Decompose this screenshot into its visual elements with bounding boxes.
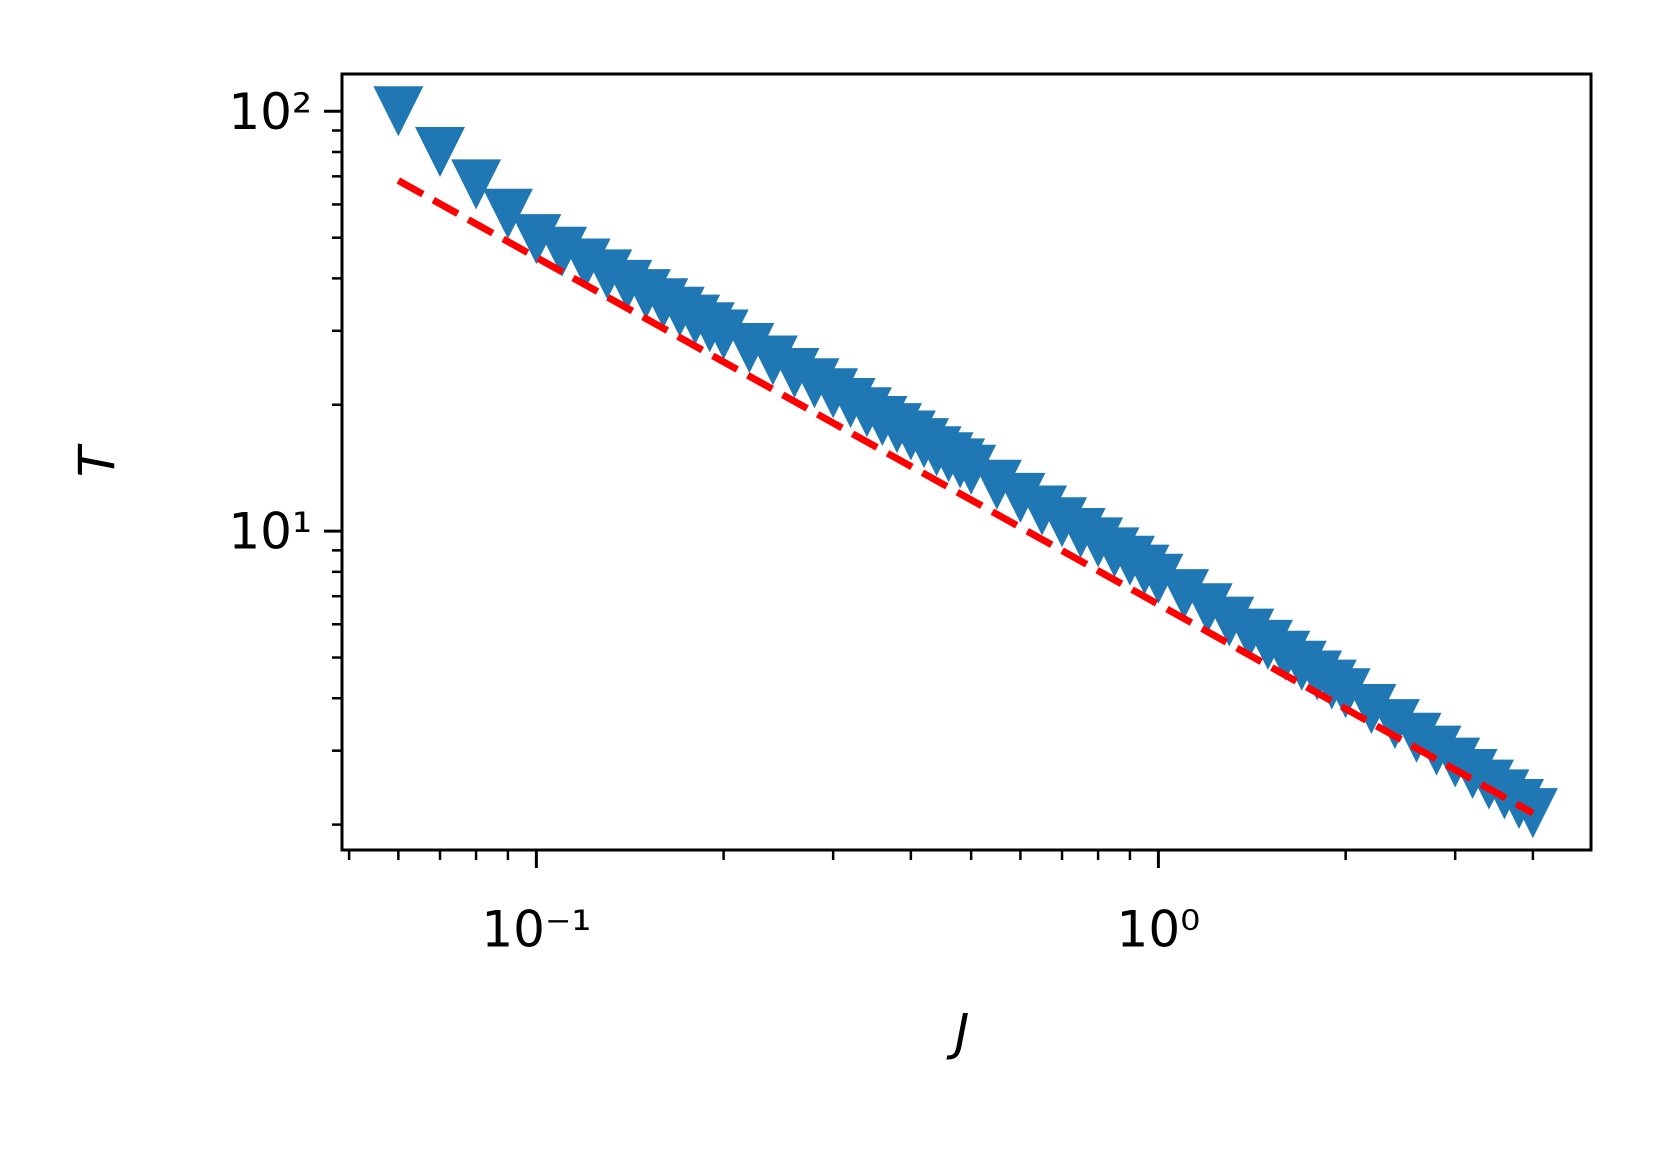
data-point — [1133, 553, 1184, 604]
data-point — [451, 159, 502, 210]
data-point — [698, 309, 749, 360]
data-point — [415, 126, 466, 177]
plot-area — [373, 86, 1558, 839]
data-point — [373, 86, 424, 137]
data-point — [1320, 668, 1371, 719]
data-point — [1346, 684, 1397, 735]
data-point — [1182, 583, 1233, 634]
plot-frame — [340, 72, 1593, 852]
data-point — [1159, 569, 1210, 620]
x-tick-label: 10⁻¹ — [481, 901, 591, 959]
data-point — [995, 472, 1046, 523]
data-point — [1391, 712, 1442, 763]
y-tick-label: 10¹ — [228, 503, 312, 561]
y-tick-label: 10² — [228, 83, 312, 141]
data-point — [971, 459, 1022, 510]
data-point — [747, 335, 798, 386]
y-axis-label: T — [69, 443, 127, 477]
data-point — [1369, 699, 1420, 750]
fit-line — [396, 177, 1535, 817]
data-point — [511, 214, 562, 265]
data-point — [482, 188, 533, 239]
x-tick-label: 10⁰ — [1117, 901, 1201, 959]
data-point — [946, 444, 997, 495]
x-axis-label: J — [946, 1004, 970, 1062]
